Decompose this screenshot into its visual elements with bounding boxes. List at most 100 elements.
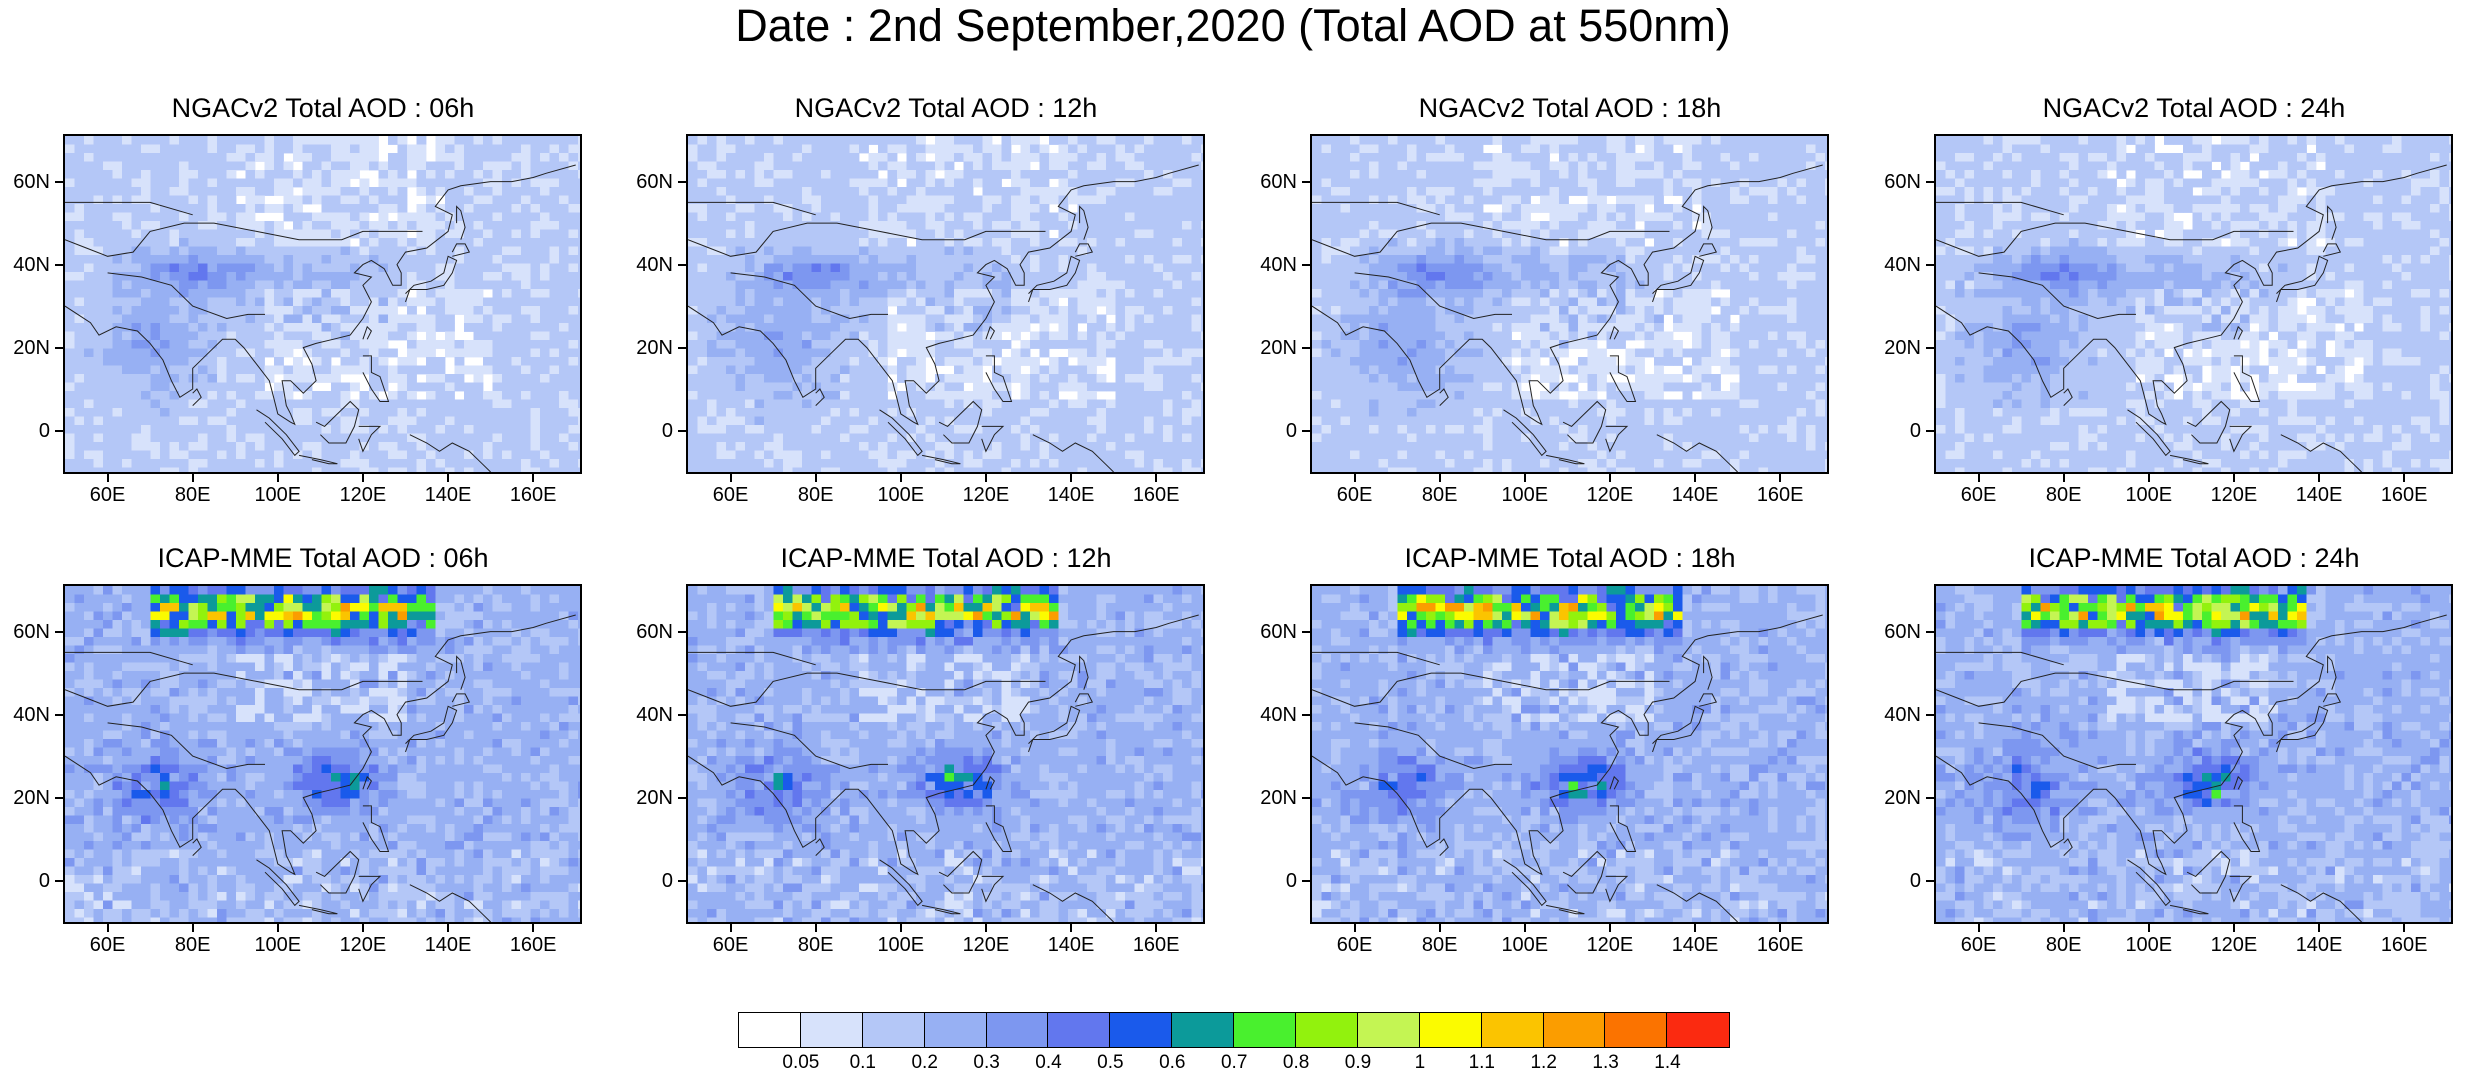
aod-cell: [1578, 187, 1588, 196]
aod-cell: [1331, 153, 1341, 162]
aod-cell: [407, 433, 417, 443]
aod-cell: [906, 153, 917, 162]
aod-cell: [388, 246, 398, 256]
aod-cell: [1578, 178, 1588, 188]
aod-cell: [388, 204, 398, 213]
aod-cell: [340, 340, 351, 349]
aod-cell: [93, 433, 104, 443]
aod-cell: [1058, 416, 1069, 426]
aod-cell: [369, 450, 379, 460]
aod-cell: [426, 195, 436, 205]
aod-cell: [293, 408, 303, 417]
aod-cell: [521, 212, 531, 222]
aod-cell: [973, 289, 983, 298]
aod-cell: [1134, 212, 1145, 222]
aod-cell: [1030, 144, 1040, 154]
aod-cell: [916, 382, 926, 392]
aod-cell: [378, 365, 389, 375]
aod-cell: [359, 348, 370, 358]
aod-cell: [1087, 314, 1097, 324]
aod-cell: [530, 229, 541, 239]
aod-cell: [802, 306, 812, 315]
aod-cell: [783, 365, 793, 375]
aod-cell: [735, 331, 746, 341]
aod-cell: [1711, 178, 1721, 188]
aod-cell: [745, 340, 755, 349]
aod-cell: [74, 246, 85, 256]
aod-cell: [321, 340, 332, 349]
aod-cell: [973, 382, 983, 392]
aod-cell: [540, 348, 550, 358]
aod-cell: [1125, 416, 1135, 426]
aod-cell: [754, 178, 765, 188]
aod-cell: [1172, 280, 1183, 290]
aod-cell: [141, 289, 151, 298]
aod-cell: [559, 246, 569, 256]
coastline: [985, 355, 1013, 402]
aod-cell: [802, 246, 812, 256]
coastline: [985, 325, 996, 340]
aod-cell: [1049, 195, 1059, 205]
aod-cell: [1020, 280, 1031, 290]
aod-cell: [1663, 153, 1674, 162]
aod-cell: [906, 161, 917, 171]
aod-cell: [321, 331, 332, 341]
aod-cell: [331, 467, 341, 472]
aod-cell: [1182, 246, 1192, 256]
aod-cell: [1597, 229, 1607, 239]
aod-cell: [726, 238, 736, 247]
aod-cell: [492, 238, 503, 247]
aod-cell: [688, 212, 698, 222]
aod-cell: [1578, 144, 1588, 154]
aod-cell: [707, 178, 717, 188]
aod-cell: [716, 382, 727, 392]
aod-cell: [1796, 221, 1807, 230]
aod-cell: [397, 331, 408, 341]
aod-cell: [916, 170, 926, 179]
aod-cell: [783, 391, 793, 400]
aod-cell: [388, 136, 398, 145]
aod-cell: [1464, 136, 1474, 145]
aod-cell: [188, 229, 199, 239]
aod-cell: [1815, 178, 1826, 188]
aod-cell: [312, 289, 322, 298]
aod-cell: [321, 229, 332, 239]
aod-cell: [1011, 459, 1021, 468]
aod-cell: [963, 340, 974, 349]
aod-cell: [483, 238, 493, 247]
aod-cell: [378, 297, 389, 307]
aod-cell: [1201, 314, 1203, 324]
aod-cell: [1087, 348, 1097, 358]
aod-cell: [1011, 348, 1021, 358]
aod-cell: [321, 357, 332, 366]
aod-cell: [217, 450, 227, 460]
aod-cell: [963, 459, 974, 468]
aod-cell: [973, 450, 983, 460]
aod-cell: [255, 348, 265, 358]
aod-cell: [302, 382, 313, 392]
aod-cell: [179, 382, 189, 392]
aod-cell: [312, 161, 322, 171]
aod-cell: [131, 374, 142, 383]
aod-cell: [302, 297, 313, 307]
aod-cell: [359, 136, 370, 145]
aod-cell: [935, 357, 945, 366]
aod-cell: [378, 425, 389, 434]
aod-cell: [93, 289, 104, 298]
aod-cell: [492, 323, 503, 332]
aod-cell: [122, 144, 132, 154]
aod-cell: [982, 425, 993, 434]
aod-cell: [783, 255, 793, 264]
aod-cell: [1530, 161, 1541, 171]
aod-cell: [84, 221, 94, 230]
aod-cell: [1806, 144, 1816, 154]
aod-cell: [131, 153, 142, 162]
aod-cell: [549, 144, 560, 154]
aod-cell: [321, 144, 332, 154]
aod-cell: [378, 221, 389, 230]
aod-cell: [992, 416, 1002, 426]
aod-cell: [188, 263, 199, 273]
aod-cell: [1058, 399, 1069, 409]
aod-cell: [530, 289, 541, 298]
aod-cell: [245, 161, 256, 171]
